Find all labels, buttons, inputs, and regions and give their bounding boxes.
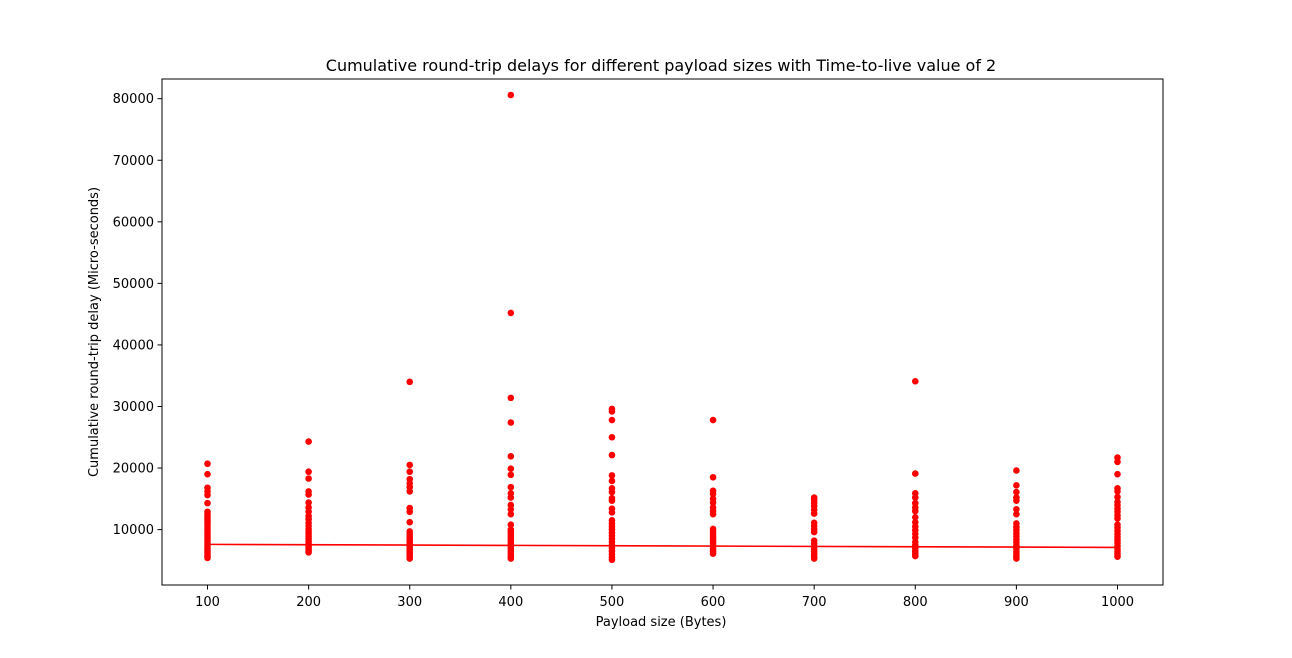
data-point xyxy=(507,494,515,501)
y-tick-label: 10000 xyxy=(113,523,154,538)
data-point xyxy=(608,556,616,564)
data-point xyxy=(507,471,515,479)
data-point xyxy=(1114,458,1121,466)
chart-title: Cumulative round-trip delays for differe… xyxy=(326,56,996,75)
data-point xyxy=(507,453,515,460)
data-point xyxy=(709,550,717,557)
data-point xyxy=(608,408,616,415)
data-point xyxy=(1013,467,1020,474)
data-point xyxy=(507,465,515,472)
data-point xyxy=(608,451,616,459)
data-point xyxy=(406,488,414,495)
data-point xyxy=(709,510,717,518)
y-tick-label: 40000 xyxy=(113,338,154,353)
data-point xyxy=(507,483,515,491)
data-point xyxy=(709,416,717,424)
data-point xyxy=(810,510,818,517)
data-point xyxy=(507,91,515,99)
data-point xyxy=(305,549,312,556)
y-tick-label: 80000 xyxy=(113,92,154,107)
data-point xyxy=(305,475,312,482)
data-point xyxy=(911,494,919,501)
data-point xyxy=(204,460,211,468)
data-point xyxy=(1114,553,1121,560)
y-tick-label: 50000 xyxy=(113,277,154,292)
x-tick-label: 200 xyxy=(296,595,321,610)
data-point xyxy=(1114,493,1121,501)
data-point xyxy=(406,468,414,476)
data-point xyxy=(1114,515,1121,522)
y-tick-label: 60000 xyxy=(113,215,154,230)
x-axis-label: Payload size (Bytes) xyxy=(596,615,727,630)
data-point xyxy=(507,505,515,513)
data-point xyxy=(1013,510,1020,518)
plot-marks xyxy=(204,91,1121,564)
x-tick-label: 700 xyxy=(802,595,827,610)
x-tick-label: 1000 xyxy=(1101,595,1134,610)
data-point xyxy=(608,472,616,479)
data-point xyxy=(1013,481,1020,489)
x-tick-label: 600 xyxy=(701,595,726,610)
x-tick-label: 400 xyxy=(498,595,523,610)
data-point xyxy=(911,470,919,477)
data-point xyxy=(1013,497,1020,504)
data-point xyxy=(507,555,515,562)
data-point xyxy=(608,433,616,441)
data-point xyxy=(507,510,515,518)
data-point xyxy=(406,555,414,562)
data-point xyxy=(608,497,616,504)
data-point xyxy=(1114,488,1121,495)
data-point xyxy=(204,491,211,499)
x-tick-label: 300 xyxy=(397,595,422,610)
x-tick-label: 500 xyxy=(600,595,625,610)
x-axis: 100 200 300 400 500 600 700 800 900 1000 xyxy=(195,585,1134,610)
data-point xyxy=(507,419,515,426)
data-point xyxy=(406,378,414,386)
data-point xyxy=(608,477,616,485)
data-point xyxy=(204,554,211,562)
data-point xyxy=(406,508,414,516)
data-point xyxy=(305,438,312,445)
data-point xyxy=(305,491,312,498)
data-point xyxy=(1013,505,1020,513)
data-point xyxy=(810,555,818,562)
trend-line xyxy=(207,543,1118,549)
data-point xyxy=(608,488,616,496)
data-point xyxy=(709,499,717,506)
x-tick-label: 100 xyxy=(195,595,220,610)
y-axis-label: Cumulative round-trip delay (Micro-secon… xyxy=(87,187,102,477)
data-point xyxy=(911,552,919,560)
data-point xyxy=(1013,555,1020,562)
data-point xyxy=(204,470,211,478)
y-tick-label: 70000 xyxy=(113,154,154,169)
data-point xyxy=(911,377,919,385)
data-point xyxy=(507,309,515,317)
data-point xyxy=(507,521,515,528)
data-point xyxy=(911,507,919,515)
data-point xyxy=(204,499,211,507)
data-point xyxy=(1013,488,1020,496)
data-point xyxy=(406,461,414,469)
x-tick-label: 900 xyxy=(1004,595,1029,610)
data-point xyxy=(406,518,414,526)
data-point xyxy=(1114,470,1121,478)
data-point xyxy=(911,513,919,521)
x-tick-label: 800 xyxy=(903,595,928,610)
data-point xyxy=(709,473,717,481)
data-point xyxy=(709,490,717,498)
y-tick-label: 20000 xyxy=(113,462,154,477)
y-axis: 10000 20000 30000 40000 50000 60000 70000 80000 xyxy=(113,92,162,538)
data-point xyxy=(305,468,312,476)
plot-area-frame xyxy=(161,78,1164,586)
data-point xyxy=(507,394,515,402)
data-point xyxy=(305,499,312,506)
y-tick-label: 30000 xyxy=(113,400,154,415)
data-point xyxy=(608,509,616,516)
data-point xyxy=(608,416,616,424)
data-point xyxy=(810,528,818,536)
